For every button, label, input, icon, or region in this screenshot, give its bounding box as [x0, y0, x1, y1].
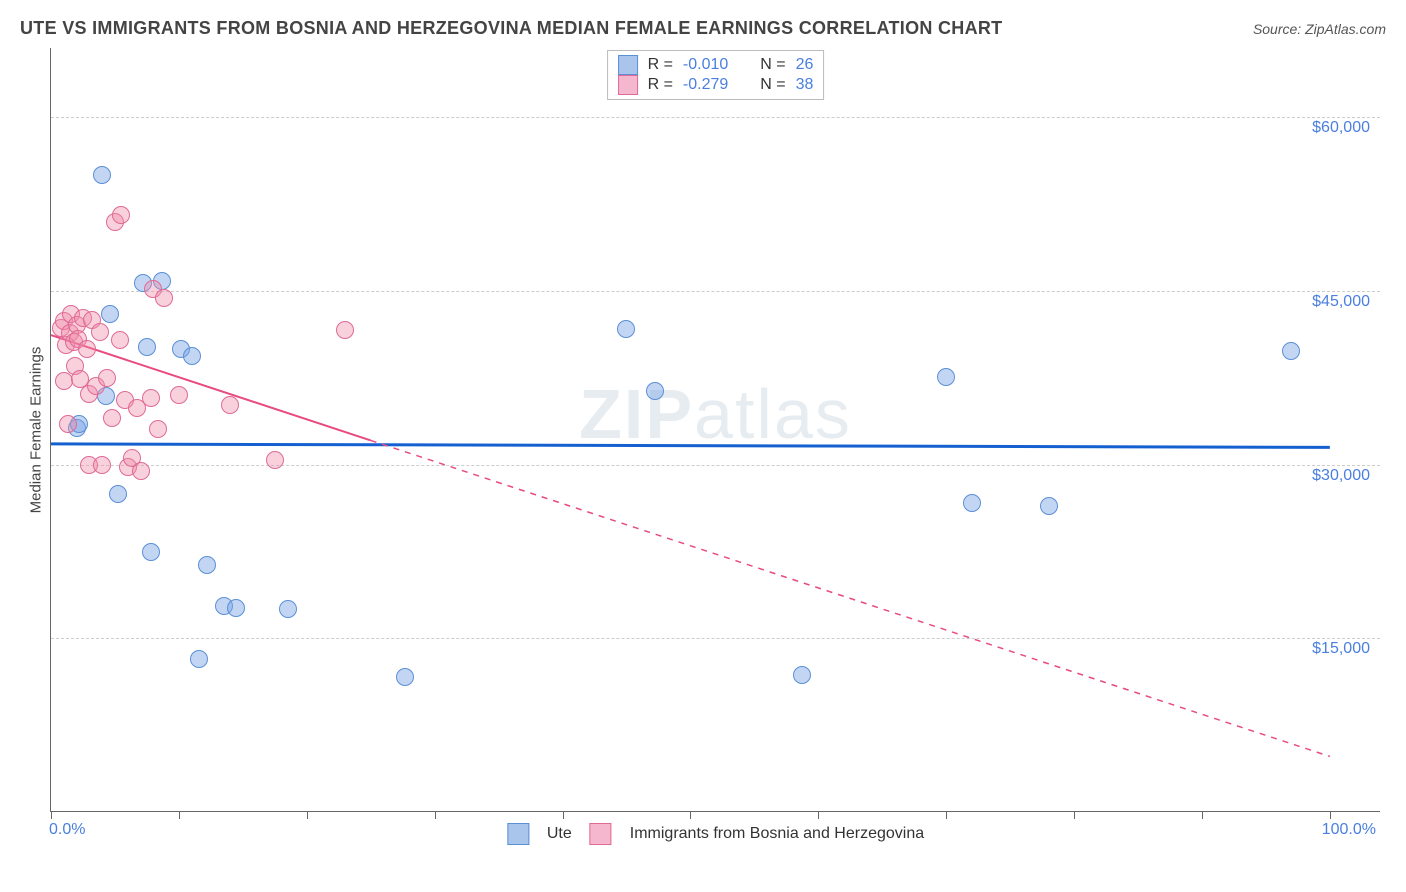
data-point-bosnia	[336, 321, 354, 339]
x-axis-min-label: 0.0%	[49, 821, 85, 839]
data-point-bosnia	[142, 389, 160, 407]
r-label: R =	[648, 76, 673, 94]
n-value-bosnia: 38	[796, 76, 814, 94]
legend-swatch-ute	[507, 823, 529, 845]
y-tick-label: $60,000	[1312, 119, 1370, 137]
y-tick-label: $15,000	[1312, 640, 1370, 658]
data-point-bosnia	[98, 369, 116, 387]
r-value-ute: -0.010	[683, 56, 728, 74]
correlation-legend: R = -0.010 N = 26 R = -0.279 N = 38	[607, 50, 825, 100]
x-tick	[563, 811, 564, 819]
gridline	[51, 465, 1380, 466]
corr-row-ute: R = -0.010 N = 26	[618, 55, 814, 75]
x-tick	[946, 811, 947, 819]
data-point-bosnia	[59, 415, 77, 433]
data-point-bosnia	[149, 420, 167, 438]
data-point-bosnia	[91, 323, 109, 341]
n-label: N =	[760, 76, 785, 94]
legend-swatch-bosnia	[590, 823, 612, 845]
data-point-ute	[793, 666, 811, 684]
data-point-ute	[190, 650, 208, 668]
data-point-ute	[101, 305, 119, 323]
x-tick	[1074, 811, 1075, 819]
legend-label-bosnia: Immigrants from Bosnia and Herzegovina	[630, 825, 924, 843]
data-point-ute	[227, 599, 245, 617]
data-point-ute	[1282, 342, 1300, 360]
r-label: R =	[648, 56, 673, 74]
data-point-bosnia	[132, 462, 150, 480]
y-axis-label: Median Female Earnings	[28, 346, 45, 513]
plot-area: Median Female Earnings ZIPatlas R =-0.01…	[50, 48, 1380, 812]
data-point-ute	[646, 382, 664, 400]
swatch-ute	[618, 55, 638, 75]
swatch-bosnia	[618, 75, 638, 95]
data-point-ute	[617, 320, 635, 338]
data-point-ute	[138, 338, 156, 356]
legend-label-ute: Ute	[547, 825, 572, 843]
data-point-bosnia	[155, 289, 173, 307]
x-axis-max-label: 100.0%	[1322, 821, 1376, 839]
data-point-bosnia	[170, 386, 188, 404]
watermark: ZIPatlas	[579, 374, 852, 454]
data-point-bosnia	[55, 372, 73, 390]
n-label: N =	[760, 56, 785, 74]
y-tick-label: $45,000	[1312, 293, 1370, 311]
x-tick	[1202, 811, 1203, 819]
source-label: Source: ZipAtlas.com	[1253, 21, 1386, 37]
x-tick	[435, 811, 436, 819]
data-point-ute	[279, 600, 297, 618]
data-point-bosnia	[266, 451, 284, 469]
series-legend: Ute Immigrants from Bosnia and Herzegovin…	[507, 823, 924, 845]
data-point-bosnia	[112, 206, 130, 224]
data-point-bosnia	[103, 409, 121, 427]
x-tick	[51, 811, 52, 819]
data-point-ute	[142, 543, 160, 561]
data-point-bosnia	[78, 340, 96, 358]
y-tick-label: $30,000	[1312, 467, 1370, 485]
x-tick	[818, 811, 819, 819]
gridline	[51, 638, 1380, 639]
data-point-ute	[963, 494, 981, 512]
x-tick	[179, 811, 180, 819]
data-point-bosnia	[93, 456, 111, 474]
x-tick	[1330, 811, 1331, 819]
data-point-ute	[109, 485, 127, 503]
data-point-ute	[198, 556, 216, 574]
gridline	[51, 117, 1380, 118]
chart-title: UTE VS IMMIGRANTS FROM BOSNIA AND HERZEG…	[20, 18, 1002, 39]
data-point-ute	[183, 347, 201, 365]
data-point-bosnia	[111, 331, 129, 349]
trend-lines	[51, 48, 1381, 812]
r-value-bosnia: -0.279	[683, 76, 728, 94]
data-point-bosnia	[221, 396, 239, 414]
gridline	[51, 291, 1380, 292]
x-tick	[690, 811, 691, 819]
n-value-ute: 26	[796, 56, 814, 74]
data-point-ute	[937, 368, 955, 386]
x-tick	[307, 811, 308, 819]
data-point-ute	[396, 668, 414, 686]
data-point-ute	[93, 166, 111, 184]
data-point-ute	[1040, 497, 1058, 515]
corr-row-bosnia: R = -0.279 N = 38	[618, 75, 814, 95]
